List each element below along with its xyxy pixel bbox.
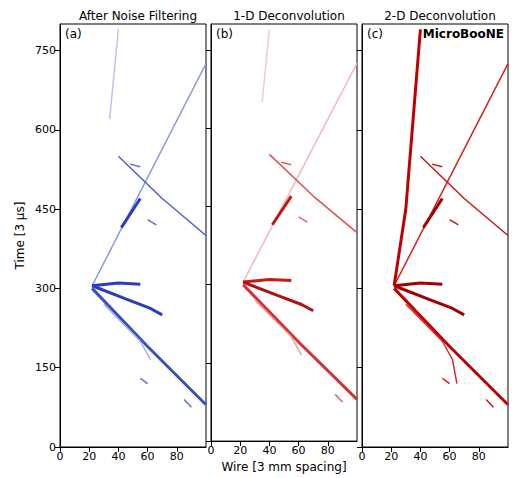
svg-text:80: 80 bbox=[472, 450, 486, 463]
svg-text:(a): (a) bbox=[65, 27, 82, 41]
svg-text:20: 20 bbox=[384, 450, 398, 463]
svg-text:600: 600 bbox=[35, 123, 56, 136]
svg-text:60: 60 bbox=[141, 450, 155, 463]
svg-text:0: 0 bbox=[359, 450, 366, 463]
svg-text:80: 80 bbox=[321, 444, 335, 457]
svg-text:40: 40 bbox=[413, 450, 427, 463]
svg-text:(b): (b) bbox=[216, 27, 233, 41]
svg-text:Wire [3 mm spacing]: Wire [3 mm spacing] bbox=[221, 460, 346, 474]
svg-text:MicroBooNE: MicroBooNE bbox=[423, 27, 504, 41]
svg-text:1-D Deconvolution: 1-D Deconvolution bbox=[233, 9, 345, 23]
svg-text:40: 40 bbox=[262, 444, 276, 457]
svg-text:450: 450 bbox=[35, 203, 56, 216]
svg-text:0: 0 bbox=[57, 450, 64, 463]
svg-text:2-D Deconvolution: 2-D Deconvolution bbox=[384, 9, 496, 23]
svg-text:(c): (c) bbox=[367, 27, 383, 41]
svg-text:150: 150 bbox=[35, 361, 56, 374]
svg-text:60: 60 bbox=[292, 444, 306, 457]
svg-text:After Noise Filtering: After Noise Filtering bbox=[79, 9, 197, 23]
svg-text:80: 80 bbox=[170, 450, 184, 463]
svg-text:0: 0 bbox=[208, 444, 215, 457]
svg-text:40: 40 bbox=[111, 450, 125, 463]
svg-text:60: 60 bbox=[443, 450, 457, 463]
svg-text:Time [3 μs]: Time [3 μs] bbox=[13, 202, 27, 271]
svg-text:750: 750 bbox=[35, 44, 56, 57]
svg-text:300: 300 bbox=[35, 282, 56, 295]
svg-text:20: 20 bbox=[233, 444, 247, 457]
svg-text:20: 20 bbox=[82, 450, 96, 463]
svg-text:0: 0 bbox=[49, 441, 56, 454]
